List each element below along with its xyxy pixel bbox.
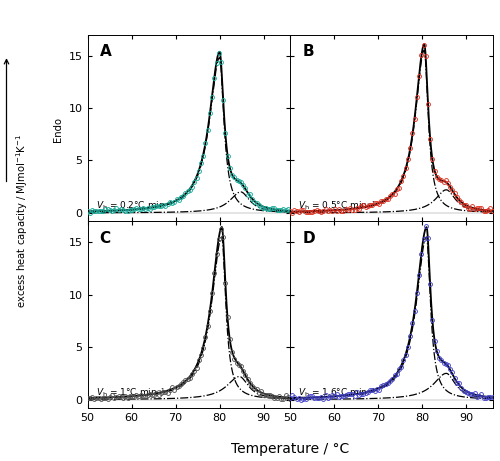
Text: D: D — [302, 230, 315, 246]
Text: $\it{V}_\mathrm{h}$ = 0.2°C min⁻¹: $\it{V}_\mathrm{h}$ = 0.2°C min⁻¹ — [96, 200, 174, 212]
Text: excess heat capacity / MJmol$^{-1}$K$^{-1}$: excess heat capacity / MJmol$^{-1}$K$^{-… — [14, 134, 30, 308]
Text: $\it{V}_\mathrm{h}$ = 0.5°C min⁻¹: $\it{V}_\mathrm{h}$ = 0.5°C min⁻¹ — [298, 200, 376, 212]
Text: $\it{V}_\mathrm{h}$ = 1°C min⁻¹: $\it{V}_\mathrm{h}$ = 1°C min⁻¹ — [96, 386, 166, 399]
Text: C: C — [100, 230, 111, 246]
Text: B: B — [302, 44, 314, 59]
Text: Temperature / °C: Temperature / °C — [231, 443, 349, 456]
Text: A: A — [100, 44, 112, 59]
Text: $\it{V}_\mathrm{h}$ = 1.6°C min⁻¹: $\it{V}_\mathrm{h}$ = 1.6°C min⁻¹ — [298, 386, 376, 399]
Text: Endo: Endo — [52, 117, 62, 142]
